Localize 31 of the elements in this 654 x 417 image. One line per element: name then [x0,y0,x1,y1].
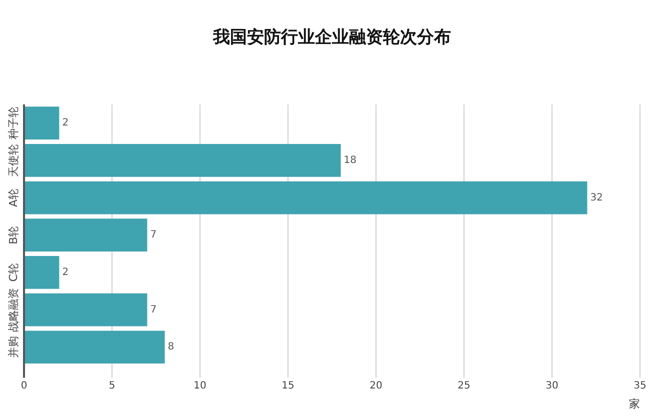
bar [25,256,60,289]
data-label: 2 [62,267,69,278]
bar [25,181,588,214]
bar [25,330,165,364]
y-tick-label: B轮 [6,226,20,244]
x-tick-label: 25 [458,380,470,392]
bar [25,144,341,177]
data-label: 18 [344,155,357,166]
bar [25,106,60,140]
y-tick-label: 种子轮 [6,106,20,140]
data-label: 32 [590,192,603,204]
x-axis-title: 家 [629,397,640,410]
chart-title: 我国安防行业企业融资轮次分布 [212,28,451,48]
y-tick-label: 天使轮 [6,144,20,177]
y-tick-label: 并购 [6,336,20,358]
x-tick-label: 15 [282,380,294,392]
bar [25,218,148,252]
data-label: 2 [62,118,69,129]
data-label: 7 [150,230,157,241]
y-tick-label: C轮 [6,263,20,282]
y-tick-label: A轮 [6,188,20,208]
data-label: 7 [150,304,157,316]
data-label: 8 [168,342,174,353]
x-tick-label: 35 [634,380,646,392]
x-tick-label: 30 [546,380,558,392]
x-tick-label: 0 [20,380,28,392]
x-tick-label: 10 [194,380,206,392]
y-tick-label: 战略融资 [6,288,20,332]
x-tick-label: 5 [108,380,116,392]
bar [25,293,148,326]
x-tick-label: 20 [370,380,382,392]
